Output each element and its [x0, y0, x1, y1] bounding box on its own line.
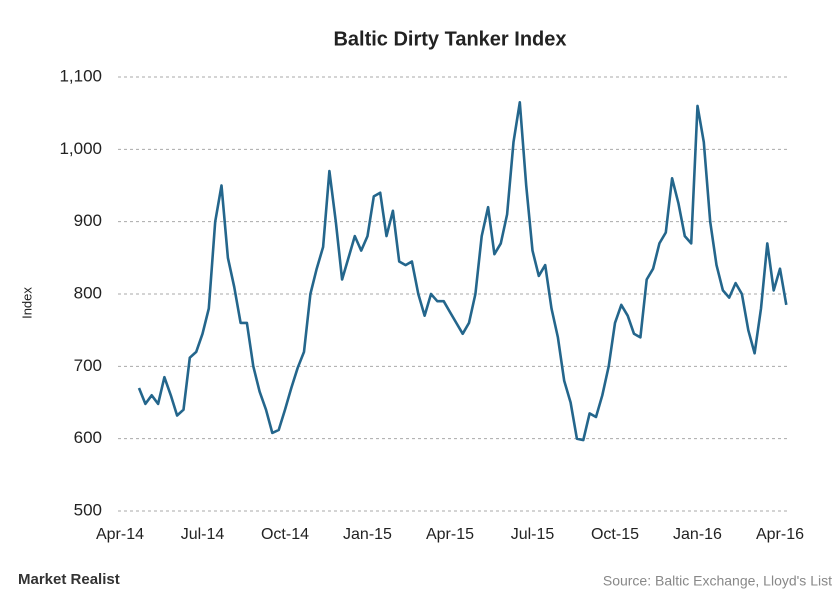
- data-line: [137, 101, 788, 442]
- x-tick-label: Jan-15: [343, 526, 392, 543]
- y-tick-label: 600: [74, 428, 102, 447]
- y-tick-label: 900: [74, 211, 102, 230]
- x-tick-label: Jul-15: [511, 526, 555, 543]
- x-tick-label: Oct-14: [261, 526, 309, 543]
- source: Source: Baltic Exchange, Lloyd's List: [603, 573, 832, 589]
- y-tick-label: 700: [74, 356, 102, 375]
- y-tick-label: 1,100: [59, 66, 102, 85]
- x-tick-label: Oct-15: [591, 526, 639, 543]
- y-tick-label: 500: [74, 500, 102, 519]
- x-tick-label: Apr-14: [96, 526, 144, 543]
- x-tick-label: Jul-14: [181, 526, 225, 543]
- x-tick-label: Apr-15: [426, 526, 474, 543]
- x-tick-label: Apr-16: [756, 526, 804, 543]
- logo: Market Realist: [18, 571, 120, 588]
- y-tick-label: 1,000: [59, 139, 102, 158]
- y-axis-label: Index: [19, 287, 34, 319]
- x-tick-label: Jan-16: [673, 526, 722, 543]
- y-tick-label: 800: [74, 283, 102, 302]
- chart-title: Baltic Dirty Tanker Index: [333, 28, 566, 50]
